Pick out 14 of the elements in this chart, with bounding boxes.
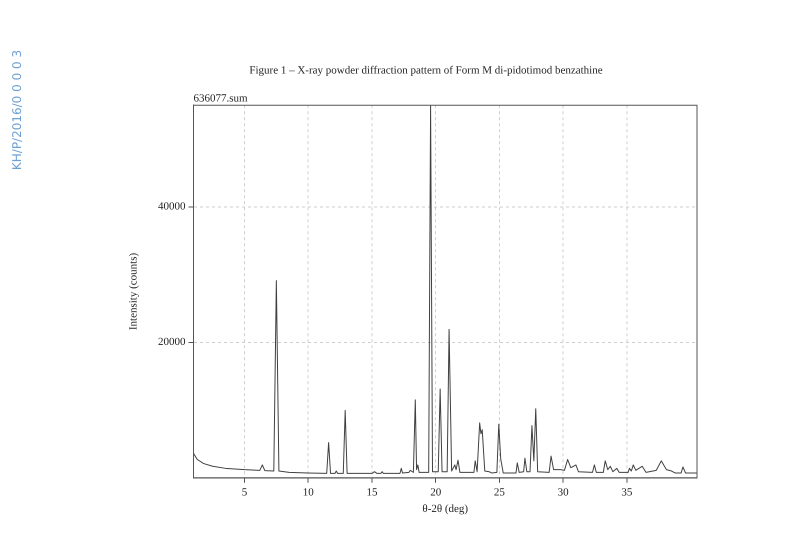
text: KH/P/2016/0 0 0 0 3	[10, 50, 24, 170]
x-tick-label: 10	[302, 486, 314, 498]
x-tick-label: 20	[430, 486, 442, 498]
x-tick-label: 15	[366, 486, 378, 498]
x-axis-title: θ-2θ (deg)	[422, 503, 468, 516]
text: 636077.sum	[194, 92, 248, 105]
y-axis-title: Intensity (counts)	[127, 252, 140, 330]
x-tick-label: 30	[558, 486, 570, 498]
x-tick-label: 25	[494, 486, 506, 498]
chart-title: Figure 1 – X-ray powder diffraction pattern of Form M di-pidotimod benzathine	[249, 64, 603, 76]
y-tick-label: 20000	[158, 336, 186, 348]
y-tick-label: 40000	[158, 200, 186, 213]
x-tick-label: 5	[242, 486, 248, 498]
x-tick-label: 35	[621, 486, 633, 498]
